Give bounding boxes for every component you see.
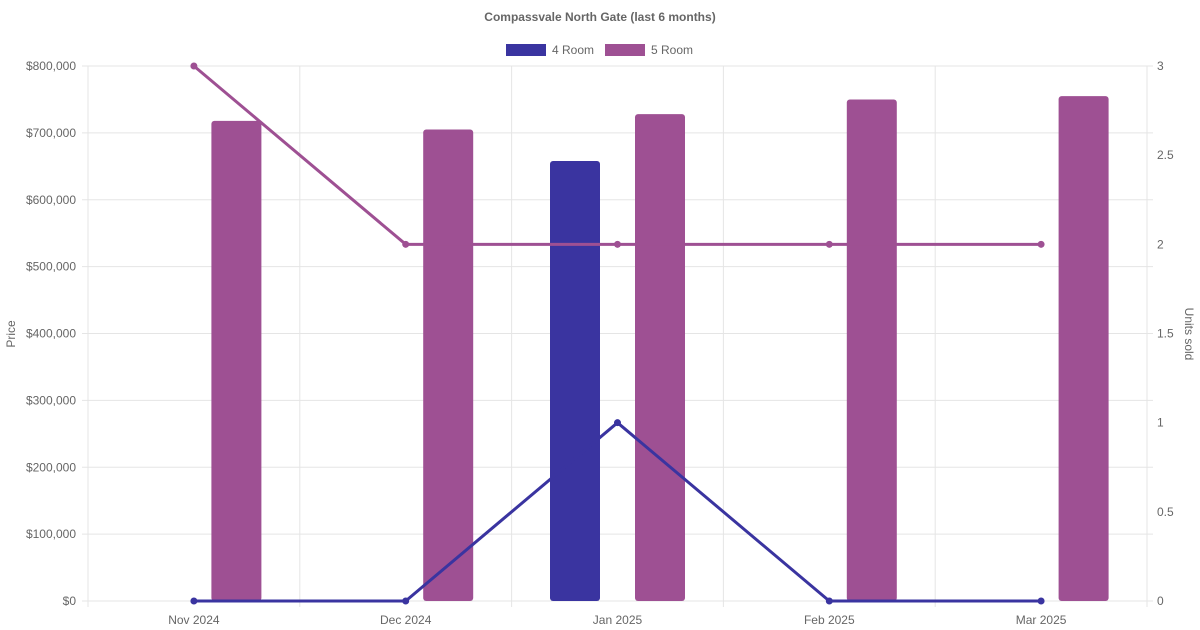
x-tick-label: Feb 2025 <box>804 613 855 627</box>
left-tick-label: $500,000 <box>26 260 76 274</box>
right-axis-title: Units sold <box>1182 308 1196 361</box>
bar-5-room-jan-2025[interactable] <box>635 114 685 602</box>
legend-item-4-room[interactable]: 4 Room <box>506 43 594 57</box>
legend-item-5-room[interactable]: 5 Room <box>605 43 693 57</box>
line-5-room <box>192 64 1042 246</box>
legend-label-5-room: 5 Room <box>651 43 693 57</box>
x-tick-label: Jan 2025 <box>593 613 643 627</box>
left-tick-label: $200,000 <box>26 460 76 474</box>
point-5-room-jan-2025[interactable] <box>614 240 621 248</box>
left-tick-label: $300,000 <box>26 393 76 407</box>
bar-5-room-dec-2024[interactable] <box>423 129 474 601</box>
bars <box>211 96 1109 602</box>
lines <box>190 62 1045 605</box>
legend-label-4-room: 4 Room <box>552 43 594 57</box>
left-axis-title: Price <box>4 320 18 348</box>
left-tick-label: $100,000 <box>26 527 76 541</box>
point-4-room-mar-2025[interactable] <box>1037 597 1045 605</box>
point-5-room-dec-2024[interactable] <box>402 240 410 248</box>
left-axis-ticks: $0 $100,000 $200,000 $300,000 $400,000 $500,0… <box>26 59 76 608</box>
right-tick-label: 0.5 <box>1157 505 1174 519</box>
point-5-room-feb-2025[interactable] <box>825 240 833 248</box>
bar-5-room-nov-2024[interactable] <box>211 120 262 602</box>
chart-title: Compassvale North Gate (last 6 months) <box>484 10 715 24</box>
x-axis-ticks: Nov 2024 Dec 2024 Jan 2025 Feb 2025 Mar 2025 <box>168 613 1067 627</box>
left-tick-label: $0 <box>63 594 77 608</box>
legend-swatch-4-room <box>506 44 546 56</box>
line-4-room <box>193 421 1042 603</box>
bar-4-room-jan-2025[interactable] <box>550 160 600 601</box>
right-tick-label: 2.5 <box>1157 148 1174 162</box>
legend-swatch-5-room <box>605 44 645 56</box>
point-4-room-feb-2025[interactable] <box>825 597 833 605</box>
right-axis-ticks: 0 0.5 1 1.5 2 2.5 3 <box>1157 59 1174 608</box>
legend: 4 Room 5 Room <box>506 43 693 57</box>
bar-5-room-feb-2025[interactable] <box>846 99 897 601</box>
right-tick-label: 1.5 <box>1157 327 1174 341</box>
x-tick-label: Mar 2025 <box>1016 613 1067 627</box>
x-tick-label: Dec 2024 <box>380 613 432 627</box>
point-4-room-nov-2024[interactable] <box>190 597 198 605</box>
bar-5-room-mar-2025[interactable] <box>1058 96 1109 601</box>
right-tick-label: 1 <box>1157 416 1164 430</box>
left-tick-label: $700,000 <box>26 126 76 140</box>
left-tick-label: $600,000 <box>26 193 76 207</box>
point-5-room-nov-2024[interactable] <box>190 62 198 70</box>
left-tick-label: $400,000 <box>26 327 76 341</box>
point-4-room-dec-2024[interactable] <box>402 597 410 605</box>
right-tick-label: 3 <box>1157 59 1164 73</box>
x-tick-label: Nov 2024 <box>168 613 220 627</box>
left-tick-label: $800,000 <box>26 59 76 73</box>
point-5-room-mar-2025[interactable] <box>1037 240 1045 248</box>
point-4-room-jan-2025[interactable] <box>614 419 621 427</box>
right-tick-label: 2 <box>1157 237 1164 251</box>
right-tick-label: 0 <box>1157 594 1164 608</box>
